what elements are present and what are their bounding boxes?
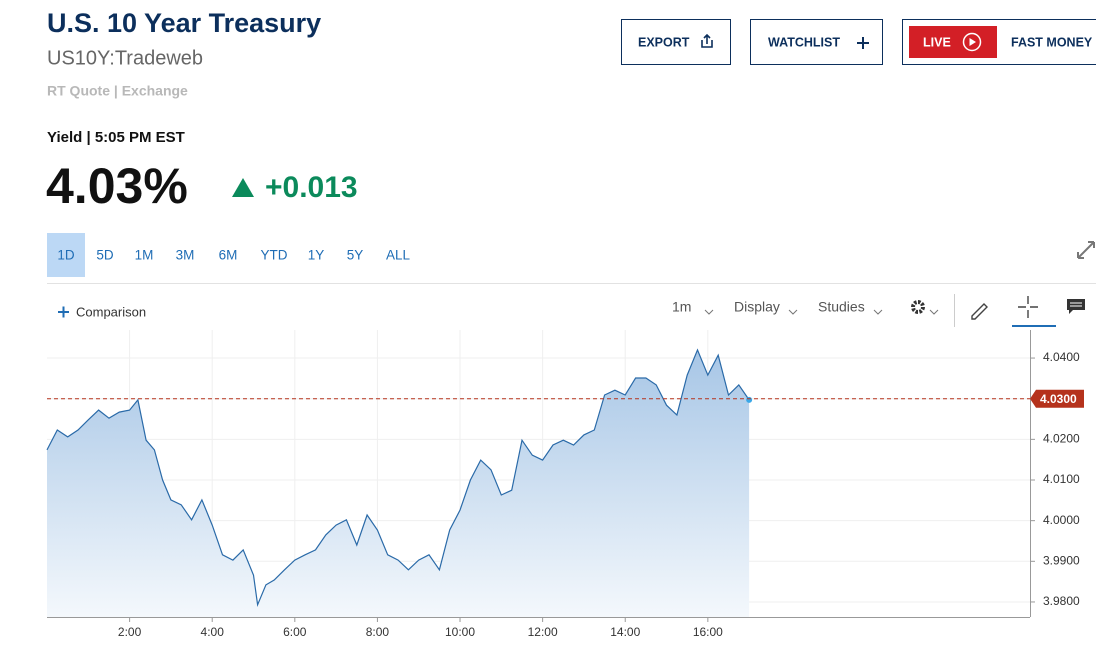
price: 4.03% — [46, 158, 188, 214]
range-tab[interactable]: 1Y — [308, 248, 325, 263]
x-tick-label: 4:00 — [201, 625, 225, 639]
range-tab[interactable]: 6M — [219, 248, 238, 263]
range-tab[interactable]: 3M — [176, 248, 195, 263]
settings-hole — [916, 305, 920, 309]
x-tick-label: 6:00 — [283, 625, 307, 639]
y-tick-label: 4.0100 — [1043, 472, 1080, 486]
y-tick-label: 4.0400 — [1043, 350, 1080, 364]
range-tab[interactable]: 1M — [135, 248, 154, 263]
interval-menu[interactable]: 1m — [672, 299, 691, 315]
y-tick-label: 3.9800 — [1043, 594, 1080, 608]
range-tab[interactable]: 5D — [96, 248, 114, 263]
last-point — [746, 397, 752, 403]
quote-source: RT Quote | Exchange — [47, 83, 188, 99]
fast-money-label: FAST MONEY — [1011, 35, 1093, 49]
x-tick-label: 10:00 — [445, 625, 475, 639]
studies-menu[interactable]: Studies — [818, 299, 865, 315]
area — [47, 350, 749, 617]
x-tick-label: 16:00 — [693, 625, 723, 639]
live-button[interactable]: LIVE FAST MONEY — [903, 20, 1096, 65]
range-tab[interactable]: 1D — [57, 248, 75, 263]
x-tick-label: 12:00 — [528, 625, 558, 639]
change: +0.013 — [265, 171, 358, 204]
plus-icon — [58, 307, 69, 318]
y-tick-label: 4.0200 — [1043, 432, 1080, 446]
y-tick-label: 3.9900 — [1043, 553, 1080, 567]
range-tab[interactable]: YTD — [261, 248, 288, 263]
display-menu[interactable]: Display — [734, 299, 780, 315]
export-button[interactable]: EXPORT — [622, 20, 731, 65]
draw-icon[interactable] — [972, 304, 987, 319]
title: U.S. 10 Year Treasury — [47, 8, 321, 38]
x-tick-label: 8:00 — [366, 625, 390, 639]
chart: 3.9800 3.9900 4.0000 4.0100 4.0200 4.0300 4.04… — [47, 330, 1084, 639]
button-label: WATCHLIST — [768, 35, 840, 49]
comparison-button[interactable]: Comparison — [58, 304, 146, 319]
range-tabs: 1D 5D 1M 3M 6M YTD 1Y 5Y ALL — [57, 248, 410, 263]
yield-label: Yield | 5:05 PM EST — [47, 129, 185, 146]
live-label: LIVE — [923, 35, 951, 49]
y-tick-label: 4.0000 — [1043, 513, 1080, 527]
up-arrow — [232, 178, 254, 197]
range-tab[interactable]: 5Y — [347, 248, 364, 263]
button-label: EXPORT — [638, 35, 690, 49]
comparison-label: Comparison — [76, 304, 146, 319]
expand-icon[interactable] — [1078, 242, 1094, 258]
watchlist-button[interactable]: WATCHLIST — [751, 20, 883, 65]
symbol: US10Y:Tradeweb — [47, 47, 203, 69]
crosshair-icon[interactable] — [1018, 296, 1038, 318]
reference-label: 4.0300 — [1040, 392, 1077, 406]
x-tick-label: 14:00 — [610, 625, 640, 639]
x-tick-label: 2:00 — [118, 625, 142, 639]
range-tab[interactable]: ALL — [386, 248, 411, 263]
